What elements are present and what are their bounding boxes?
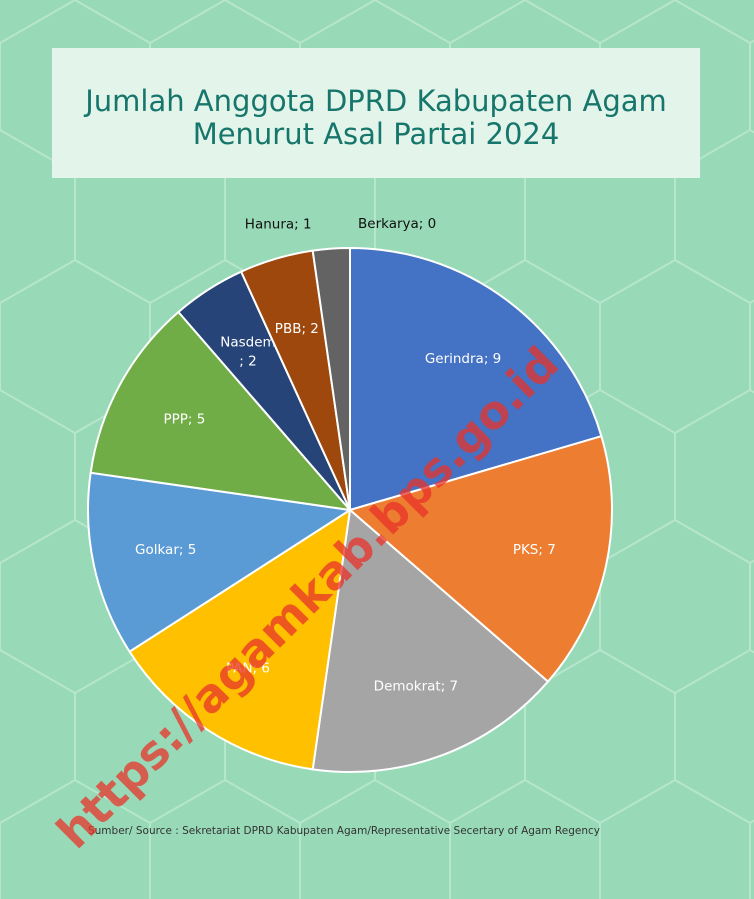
slice-label: Berkarya; 0 <box>358 216 436 232</box>
slice-value: ; 1 <box>294 217 311 233</box>
pie-slice <box>128 507 352 771</box>
slice-value: ; 5 <box>188 412 205 428</box>
source: Sumber/ Source : Sekretariat DPRD Kabupa… <box>88 825 600 837</box>
chart-title: Jumlah Anggota DPRD Kabupaten Agam Menuru… <box>83 84 667 151</box>
slice-category: Berkarya <box>358 216 419 232</box>
slice-label: Nasdem ; 2 <box>220 334 275 369</box>
slice-value: ; 2 <box>239 353 256 369</box>
pie-slice <box>347 434 613 683</box>
slice-label: Golkar; 5 <box>135 542 196 558</box>
slice-label: PAN; 6 <box>226 661 270 677</box>
pie-slice <box>311 508 550 773</box>
slice-category: PKS <box>513 542 539 558</box>
slice-value: ; 7 <box>441 679 458 695</box>
slice-category: PAN <box>226 661 253 677</box>
slice-category: Demokrat <box>374 679 441 695</box>
slice-category: Nasdem <box>220 334 275 350</box>
slice-value: ; 6 <box>253 661 270 677</box>
slice-label: Hanura; 1 <box>245 217 312 233</box>
slice-category: PPP <box>163 412 187 428</box>
slice-label: PPP; 5 <box>163 412 205 428</box>
slice-label: Gerindra; 9 <box>425 351 501 367</box>
slice-category: PBB <box>275 321 302 337</box>
pie-slice <box>87 471 353 654</box>
slice-label: PKS; 7 <box>513 542 556 558</box>
slice-label: Demokrat; 7 <box>374 679 458 695</box>
pie-slice <box>89 310 353 512</box>
slice-category: Gerindra <box>425 351 484 367</box>
slice-label: PBB; 2 <box>275 321 319 337</box>
slice-value: ; 9 <box>484 351 501 367</box>
slice-value: ; 7 <box>538 542 555 558</box>
title-box <box>52 48 700 178</box>
slice-value: ; 5 <box>179 542 196 558</box>
slice-value: ; 0 <box>419 216 436 232</box>
pie-slice <box>349 246 603 512</box>
slice-value: ; 2 <box>301 321 318 337</box>
slice-category: Hanura <box>245 217 294 233</box>
slice-category: Golkar <box>135 542 179 558</box>
